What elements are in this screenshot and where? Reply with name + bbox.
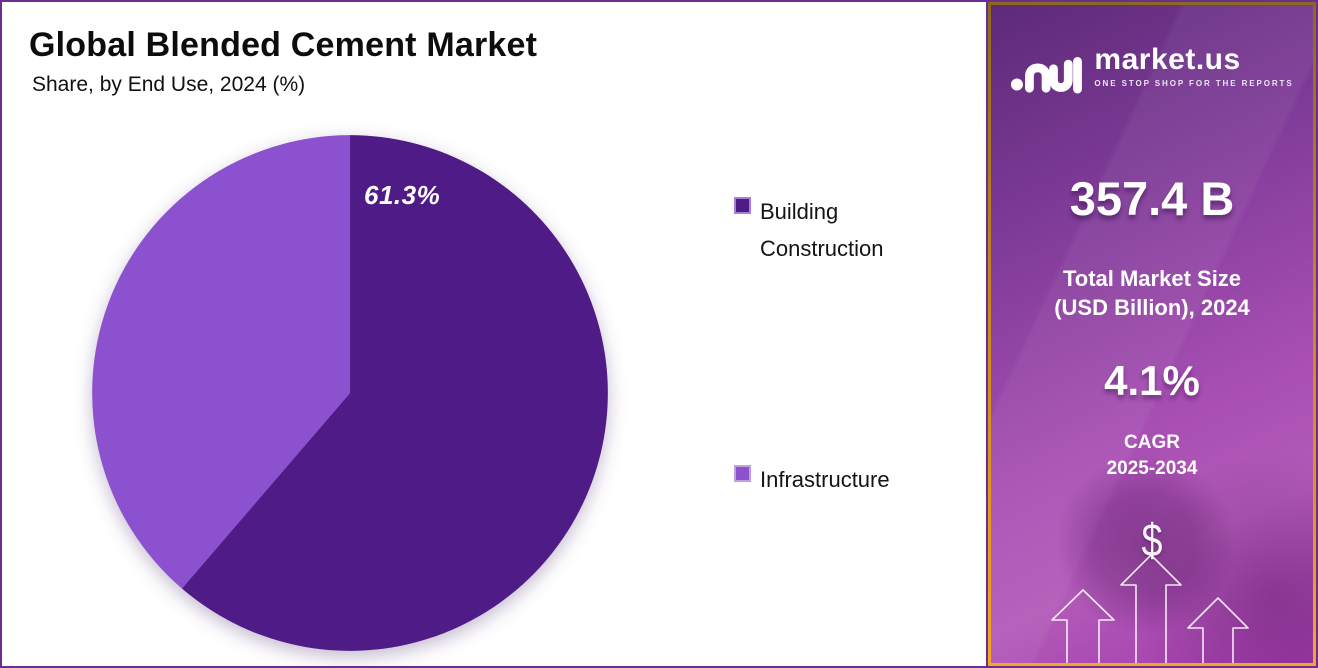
legend-marker-icon <box>734 465 751 482</box>
brand-name: market.us <box>1094 43 1241 76</box>
pie-slice-infrastructure <box>92 135 350 589</box>
growth-arrows-icon <box>1051 554 1249 663</box>
pie-chart <box>92 135 608 651</box>
brand-sidebar-background: market.us ONE STOP SHOP FOR THE REPORTS … <box>991 5 1313 663</box>
market-us-logo-icon <box>1011 56 1083 94</box>
brand-sidebar: market.us ONE STOP SHOP FOR THE REPORTS … <box>988 2 1316 666</box>
chart-legend: Building Construction Infrastructure <box>734 2 954 666</box>
page-title: Global Blended Cement Market <box>29 26 538 64</box>
chart-subtitle: Share, by End Use, 2024 (%) <box>32 73 306 96</box>
chart-panel: Global Blended Cement Market Share, by E… <box>2 2 988 666</box>
cagr-label-line1: CAGR <box>1124 432 1180 453</box>
legend-label: Building Construction <box>760 199 884 261</box>
cagr-label: CAGR 2025-2034 <box>991 430 1313 482</box>
legend-item-building-construction: Building Construction <box>734 193 935 267</box>
legend-item-infrastructure: Infrastructure <box>734 461 890 498</box>
dollar-icon: $ <box>1141 514 1163 566</box>
market-size-value: 357.4 B <box>1069 172 1235 225</box>
cagr-value: 4.1% <box>1104 357 1200 404</box>
market-size-label-line1: Total Market Size <box>1062 266 1242 291</box>
cagr-label-line2: 2025-2034 <box>1106 458 1198 479</box>
brand-logo: market.us ONE STOP SHOP FOR THE REPORTS <box>991 35 1313 97</box>
legend-label: Infrastructure <box>760 467 890 492</box>
market-size-label-line2: (USD Billion), 2024 <box>1054 295 1250 320</box>
market-size-label: Total Market Size (USD Billion), 2024 <box>991 264 1313 322</box>
brand-tagline: ONE STOP SHOP FOR THE REPORTS <box>1094 79 1294 88</box>
legend-marker-icon <box>734 197 751 214</box>
pie-slice-value-label: 61.3% <box>364 180 441 210</box>
pie-slice-building-construction <box>181 135 608 651</box>
